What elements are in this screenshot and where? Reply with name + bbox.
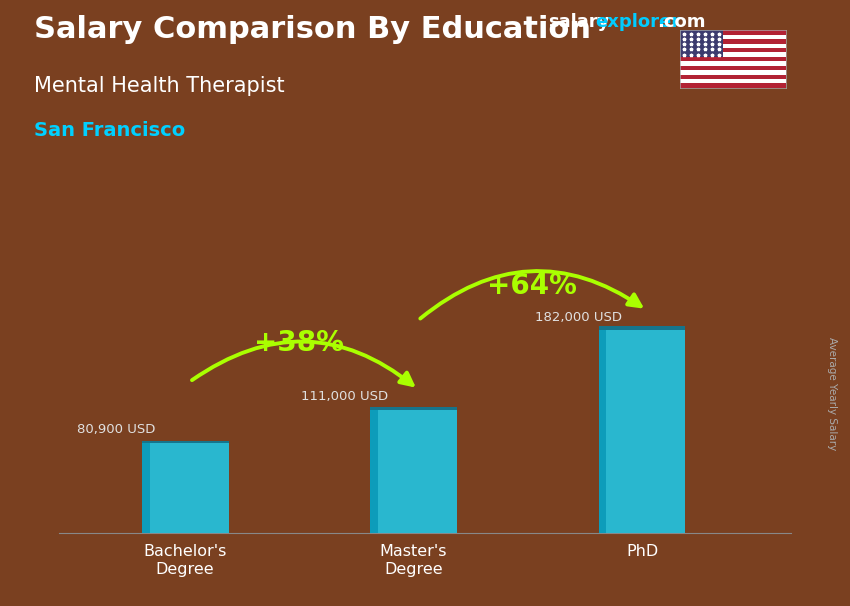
Bar [680, 35, 786, 39]
Bar [680, 39, 786, 44]
Bar [142, 441, 229, 443]
Text: San Francisco: San Francisco [34, 121, 185, 140]
Text: Salary Comparison By Education: Salary Comparison By Education [34, 15, 591, 44]
Text: 182,000 USD: 182,000 USD [535, 311, 621, 324]
Bar [598, 330, 685, 533]
Text: Mental Health Therapist: Mental Health Therapist [34, 76, 285, 96]
Bar [598, 330, 606, 533]
Bar [680, 84, 786, 88]
Bar [598, 326, 685, 330]
Bar [680, 65, 786, 70]
Text: explorer: explorer [595, 13, 680, 32]
Bar [680, 57, 786, 61]
Bar [680, 48, 786, 53]
Bar [680, 61, 786, 65]
Bar [680, 70, 786, 75]
Text: 111,000 USD: 111,000 USD [302, 390, 388, 403]
Text: Average Yearly Salary: Average Yearly Salary [827, 338, 837, 450]
Bar [680, 30, 722, 57]
Bar [142, 443, 150, 533]
Bar [371, 407, 457, 410]
Text: .com: .com [657, 13, 706, 32]
Bar [680, 75, 786, 79]
Bar [680, 53, 786, 57]
Bar [371, 410, 378, 533]
Text: 80,900 USD: 80,900 USD [77, 424, 156, 436]
Text: salary: salary [548, 13, 609, 32]
Bar [680, 30, 786, 35]
Bar [680, 44, 786, 48]
Bar [142, 443, 229, 533]
Bar [371, 410, 457, 533]
Text: +64%: +64% [487, 271, 577, 300]
Bar [680, 79, 786, 84]
Text: +38%: +38% [254, 328, 344, 356]
